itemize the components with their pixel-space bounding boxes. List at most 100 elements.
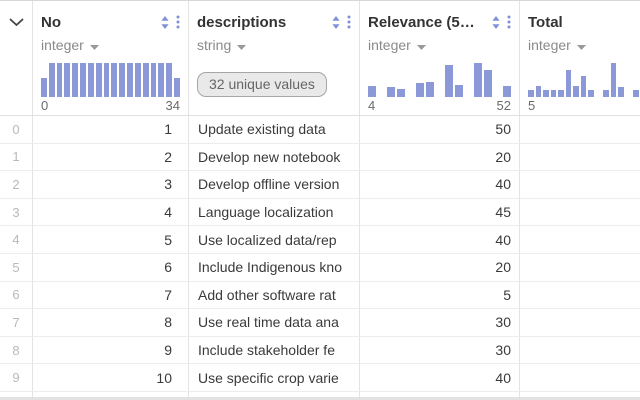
cell-total[interactable] — [520, 226, 640, 253]
corner-header[interactable] — [0, 1, 33, 115]
column-title: Total — [528, 13, 563, 31]
cell-total[interactable] — [520, 364, 640, 391]
row-index: 6 — [0, 281, 33, 309]
histogram-bar — [633, 90, 639, 97]
cell-total[interactable] — [520, 116, 640, 143]
cell-descriptions[interactable]: Language localization — [189, 198, 360, 226]
cell-descriptions[interactable]: Use specific crop varie — [189, 364, 360, 391]
column-title-row: Total — [528, 13, 639, 31]
cell-no[interactable]: 2 — [33, 143, 189, 171]
column-type-label: integer — [41, 37, 84, 53]
cell-descriptions[interactable]: Include stakeholder fe — [189, 336, 360, 364]
column-header-total[interactable]: Total integer 5 — [520, 1, 640, 115]
chevron-down-icon[interactable] — [9, 14, 24, 32]
cell-total[interactable] — [520, 199, 640, 226]
cell-descriptions[interactable]: Use real time data ana — [189, 309, 360, 336]
cell-descriptions[interactable]: Include Indigenous kno — [189, 253, 360, 281]
cell-no[interactable]: 10 — [33, 364, 189, 391]
cell-relevance[interactable]: 30 — [360, 309, 520, 336]
cell-no[interactable]: 8 — [33, 309, 189, 336]
cell-relevance[interactable] — [360, 391, 520, 400]
cell-total[interactable] — [520, 337, 640, 364]
cell-relevance[interactable]: 20 — [360, 253, 520, 281]
cell-no[interactable]: 1 — [33, 116, 189, 143]
cell-total[interactable] — [520, 282, 640, 309]
table-row: 1 2 Develop new notebook 20 — [0, 143, 640, 172]
cell-relevance[interactable]: 20 — [360, 143, 520, 171]
cell-descriptions[interactable]: Add other software rat — [189, 281, 360, 309]
histogram — [368, 63, 512, 97]
column-header-no[interactable]: No integer 0 34 — [33, 1, 189, 115]
cell-descriptions[interactable]: Develop offline version — [189, 171, 360, 198]
row-index — [0, 391, 33, 400]
column-summary: 32 unique values — [197, 63, 351, 97]
cell-total[interactable] — [520, 309, 640, 336]
column-header-descriptions[interactable]: descriptions string 32 unique values — [189, 1, 360, 115]
cell-no[interactable]: 6 — [33, 253, 189, 281]
column-title: No — [41, 13, 61, 31]
histogram-axis: 0 34 — [41, 98, 180, 113]
cell-descriptions[interactable]: Develop new notebook — [189, 143, 360, 171]
histogram-bar — [565, 70, 572, 97]
cell-descriptions[interactable]: Use localized data/rep — [189, 226, 360, 253]
cell-no[interactable]: 5 — [33, 226, 189, 253]
sort-icon[interactable] — [492, 15, 500, 29]
horizontal-scrollbar[interactable] — [0, 397, 640, 400]
column-header-relevance[interactable]: Relevance (5… integer 4 52 — [360, 1, 520, 115]
cell-no[interactable]: 9 — [33, 336, 189, 364]
histogram-bar — [543, 90, 549, 97]
column-menu-kebab-icon[interactable] — [176, 15, 180, 29]
column-type-dropdown[interactable]: integer — [528, 36, 586, 54]
column-type-dropdown[interactable]: string — [197, 36, 247, 54]
cell-no[interactable]: 3 — [33, 171, 189, 198]
cell-no[interactable]: 7 — [33, 281, 189, 309]
sort-icon[interactable] — [161, 15, 169, 29]
column-title-row: No — [41, 13, 180, 31]
histogram-bar — [455, 85, 463, 97]
caret-down-icon — [576, 37, 586, 53]
cell-relevance[interactable]: 5 — [360, 281, 520, 309]
column-type-label: integer — [368, 37, 411, 53]
histogram-max-label: 52 — [496, 98, 511, 113]
cell-total[interactable] — [520, 144, 640, 171]
histogram-bar — [87, 63, 94, 97]
histogram-bar — [573, 86, 579, 97]
cell-relevance[interactable]: 45 — [360, 198, 520, 226]
column-menu-kebab-icon[interactable] — [507, 15, 511, 29]
cell-relevance[interactable]: 40 — [360, 171, 520, 198]
histogram-axis: 5 — [528, 98, 639, 113]
histogram-bar — [95, 63, 102, 97]
cell-no[interactable]: 4 — [33, 198, 189, 226]
cell-relevance[interactable]: 40 — [360, 226, 520, 253]
cell-total[interactable] — [520, 171, 640, 198]
table-row: 0 1 Update existing data 50 — [0, 116, 640, 144]
table-row: 8 9 Include stakeholder fe 30 — [0, 336, 640, 365]
unique-values-badge: 32 unique values — [197, 72, 327, 97]
column-type-dropdown[interactable]: integer — [368, 36, 426, 54]
histogram-bar — [127, 63, 133, 97]
table-row: 7 8 Use real time data ana 30 — [0, 309, 640, 337]
row-index: 5 — [0, 253, 33, 281]
column-header-icons — [332, 15, 351, 29]
column-type-dropdown[interactable]: integer — [41, 36, 99, 54]
histogram-bar — [119, 63, 126, 97]
histogram-bar — [610, 63, 617, 97]
histogram-bar — [134, 63, 141, 97]
histogram-bar — [103, 63, 110, 97]
cell-no[interactable] — [33, 391, 189, 400]
cell-relevance[interactable]: 50 — [360, 116, 520, 143]
histogram-bar — [56, 63, 63, 97]
cell-relevance[interactable]: 30 — [360, 336, 520, 364]
column-menu-kebab-icon[interactable] — [347, 15, 351, 29]
row-index: 4 — [0, 226, 33, 253]
histogram-bar — [535, 86, 542, 97]
cell-relevance[interactable]: 40 — [360, 364, 520, 391]
column-title-row: Relevance (5… — [368, 13, 511, 31]
cell-descriptions[interactable]: Update existing data — [189, 116, 360, 143]
histogram-axis: 4 52 — [368, 98, 511, 113]
cell-descriptions[interactable] — [189, 391, 360, 400]
sort-icon[interactable] — [332, 15, 340, 29]
caret-down-icon — [416, 37, 426, 53]
histogram-bar — [426, 82, 434, 97]
cell-total[interactable] — [520, 254, 640, 281]
